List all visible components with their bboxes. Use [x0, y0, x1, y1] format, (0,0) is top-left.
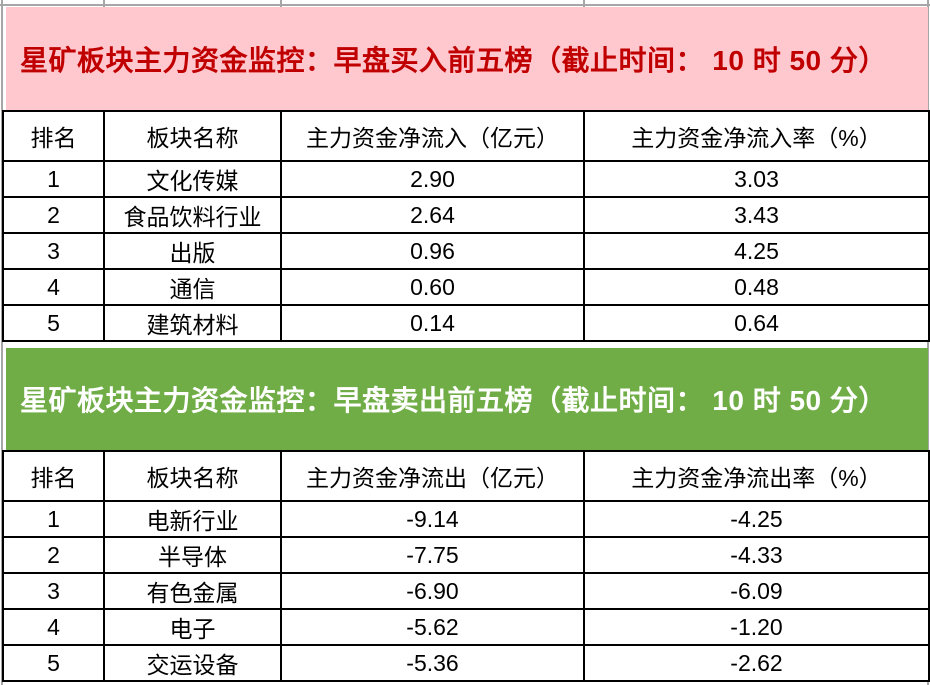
table-cell[interactable]: 0.60: [280, 268, 585, 306]
table-cell[interactable]: 1: [2, 500, 105, 538]
table-header-row: 排名 板块名称 主力资金净流出（亿元） 主力资金净流出率（%）: [2, 450, 930, 502]
sell-table: 排名 板块名称 主力资金净流出（亿元） 主力资金净流出率（%） 1 电新行业 -9.…: [2, 450, 930, 682]
header-cell-sector[interactable]: 板块名称: [103, 450, 282, 502]
table-cell[interactable]: -5.36: [280, 644, 585, 682]
table-cell[interactable]: 5: [2, 644, 105, 682]
table-cell[interactable]: 电子: [103, 608, 282, 646]
table-cell[interactable]: 3.43: [583, 196, 930, 234]
table-cell[interactable]: -9.14: [280, 500, 585, 538]
table-cell[interactable]: 3: [2, 572, 105, 610]
table-cell[interactable]: 2: [2, 196, 105, 234]
table-cell[interactable]: 3.03: [583, 160, 930, 198]
header-cell-sector[interactable]: 板块名称: [103, 110, 282, 162]
table-cell[interactable]: 2.64: [280, 196, 585, 234]
gridline-column-tick: [103, 0, 105, 7]
table-cell[interactable]: 2: [2, 536, 105, 574]
header-cell-inflow-rate[interactable]: 主力资金净流入率（%）: [583, 110, 930, 162]
table-cell[interactable]: 0.96: [280, 232, 585, 270]
buy-table-body: 1 文化传媒 2.90 3.03 2 食品饮料行业 2.64 3.43 3 出版 0.96 4.25 4…: [2, 160, 930, 342]
table-cell[interactable]: 0.14: [280, 304, 585, 342]
gridline-right: [927, 0, 929, 685]
table-cell[interactable]: 交运设备: [103, 644, 282, 682]
table-row: 2 食品饮料行业 2.64 3.43: [2, 196, 930, 234]
table-cell[interactable]: -6.90: [280, 572, 585, 610]
table-row: 4 电子 -5.62 -1.20: [2, 608, 930, 646]
table-cell[interactable]: 食品饮料行业: [103, 196, 282, 234]
table-cell[interactable]: -4.33: [583, 536, 930, 574]
table-cell[interactable]: 5: [2, 304, 105, 342]
table-cell[interactable]: -4.25: [583, 500, 930, 538]
table-row: 5 交运设备 -5.36 -2.62: [2, 644, 930, 682]
buy-section-banner[interactable]: 星矿板块主力资金监控：早盘买入前五榜（截止时间： 10 时 50 分）: [6, 7, 928, 110]
sell-section-banner[interactable]: 星矿板块主力资金监控：早盘卖出前五榜（截止时间： 10 时 50 分）: [6, 348, 928, 450]
table-cell[interactable]: 1: [2, 160, 105, 198]
table-cell[interactable]: 3: [2, 232, 105, 270]
table-header-row: 排名 板块名称 主力资金净流入（亿元） 主力资金净流入率（%）: [2, 110, 930, 162]
table-cell[interactable]: -7.75: [280, 536, 585, 574]
buy-section-title: 星矿板块主力资金监控：早盘买入前五榜（截止时间： 10 时 50 分）: [20, 44, 887, 76]
table-cell[interactable]: 4: [2, 608, 105, 646]
header-cell-rank[interactable]: 排名: [2, 450, 105, 502]
header-cell-net-outflow[interactable]: 主力资金净流出（亿元）: [280, 450, 585, 502]
gridline-column-tick: [280, 0, 282, 7]
buy-table-header: 排名 板块名称 主力资金净流入（亿元） 主力资金净流入率（%）: [2, 110, 930, 162]
table-row: 2 半导体 -7.75 -4.33: [2, 536, 930, 574]
table-row: 1 电新行业 -9.14 -4.25: [2, 500, 930, 538]
gridline-column-tick: [583, 0, 585, 7]
table-cell[interactable]: 0.64: [583, 304, 930, 342]
table-cell[interactable]: 文化传媒: [103, 160, 282, 198]
header-cell-net-inflow[interactable]: 主力资金净流入（亿元）: [280, 110, 585, 162]
table-row: 5 建筑材料 0.14 0.64: [2, 304, 930, 342]
table-cell[interactable]: 通信: [103, 268, 282, 306]
sell-section-title: 星矿板块主力资金监控：早盘卖出前五榜（截止时间： 10 时 50 分）: [20, 385, 887, 416]
table-cell[interactable]: 4.25: [583, 232, 930, 270]
table-cell[interactable]: 电新行业: [103, 500, 282, 538]
gridline-top: [0, 4, 930, 6]
header-cell-rank[interactable]: 排名: [2, 110, 105, 162]
buy-table: 排名 板块名称 主力资金净流入（亿元） 主力资金净流入率（%） 1 文化传媒 2.9…: [2, 110, 930, 342]
table-row: 3 出版 0.96 4.25: [2, 232, 930, 270]
table-row: 4 通信 0.60 0.48: [2, 268, 930, 306]
table-row: 3 有色金属 -6.90 -6.09: [2, 572, 930, 610]
header-cell-outflow-rate[interactable]: 主力资金净流出率（%）: [583, 450, 930, 502]
table-cell[interactable]: 0.48: [583, 268, 930, 306]
table-cell[interactable]: 4: [2, 268, 105, 306]
sell-table-header: 排名 板块名称 主力资金净流出（亿元） 主力资金净流出率（%）: [2, 450, 930, 502]
table-cell[interactable]: 有色金属: [103, 572, 282, 610]
gridline-left: [1, 0, 3, 685]
sell-table-body: 1 电新行业 -9.14 -4.25 2 半导体 -7.75 -4.33 3 有色金属 -6.90-…: [2, 500, 930, 682]
table-cell[interactable]: -5.62: [280, 608, 585, 646]
table-cell[interactable]: 建筑材料: [103, 304, 282, 342]
table-cell[interactable]: 2.90: [280, 160, 585, 198]
table-row: 1 文化传媒 2.90 3.03: [2, 160, 930, 198]
table-cell[interactable]: -2.62: [583, 644, 930, 682]
table-cell[interactable]: -1.20: [583, 608, 930, 646]
table-cell[interactable]: 半导体: [103, 536, 282, 574]
table-cell[interactable]: -6.09: [583, 572, 930, 610]
table-cell[interactable]: 出版: [103, 232, 282, 270]
